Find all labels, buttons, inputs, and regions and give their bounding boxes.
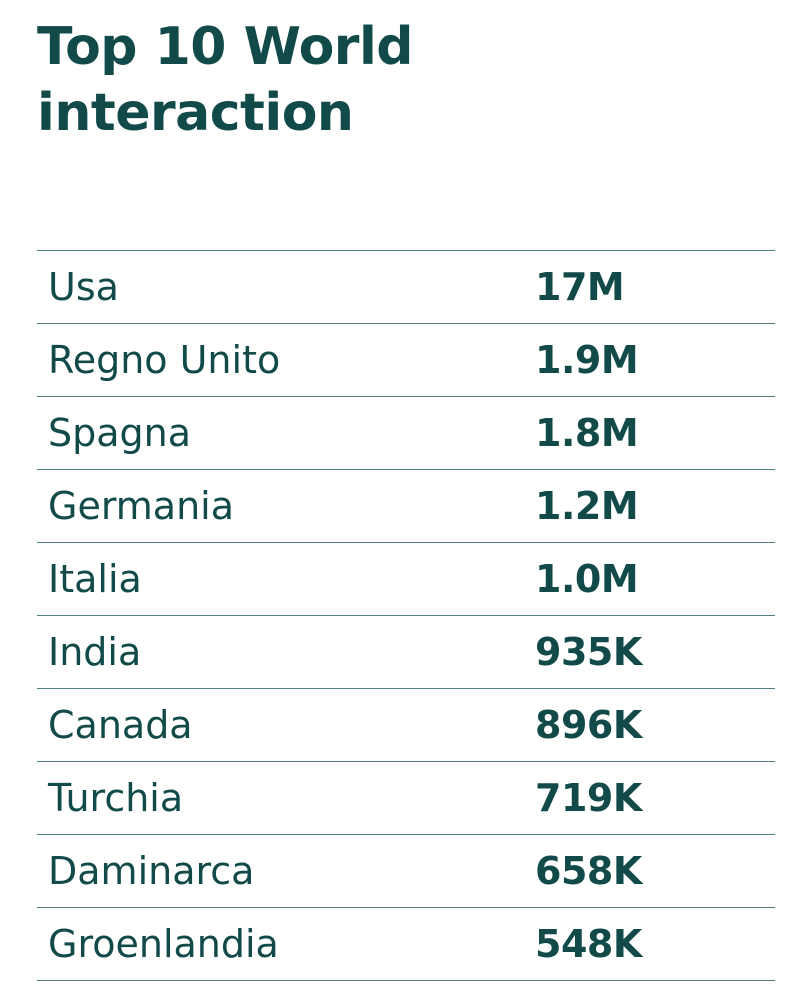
country-name: Usa	[48, 265, 119, 309]
table-row: Regno Unito 1.9M	[37, 324, 775, 397]
interaction-value: 935K	[535, 630, 642, 674]
country-name: Turchia	[48, 776, 184, 820]
table-row: Groenlandia 548K	[37, 908, 775, 981]
country-name: Spagna	[48, 411, 192, 455]
table-row: Canada 896K	[37, 689, 775, 762]
table-row: Spagna 1.8M	[37, 397, 775, 470]
title-line-1: Top 10 World	[37, 17, 414, 77]
interaction-value: 1.0M	[535, 557, 639, 601]
interaction-value: 1.9M	[535, 338, 639, 382]
interaction-value: 658K	[535, 849, 642, 893]
interaction-value: 1.8M	[535, 411, 639, 455]
interaction-value: 548K	[535, 922, 642, 966]
table-row: Daminarca 658K	[37, 835, 775, 908]
country-name: Groenlandia	[48, 922, 279, 966]
interaction-value: 17M	[535, 265, 625, 309]
interaction-value: 896K	[535, 703, 642, 747]
table-row: Turchia 719K	[37, 762, 775, 835]
interaction-value: 1.2M	[535, 484, 639, 528]
table-row: Italia 1.0M	[37, 543, 775, 616]
country-name: Canada	[48, 703, 193, 747]
page-title: Top 10 World interaction	[37, 14, 414, 146]
table-row: India 935K	[37, 616, 775, 689]
country-name: Germania	[48, 484, 235, 528]
table-row: Germania 1.2M	[37, 470, 775, 543]
interaction-value: 719K	[535, 776, 642, 820]
table-row: Usa 17M	[37, 251, 775, 324]
country-name: Italia	[48, 557, 142, 601]
country-name: Daminarca	[48, 849, 255, 893]
title-line-2: interaction	[37, 83, 354, 143]
ranking-table: Usa 17M Regno Unito 1.9M Spagna 1.8M Ger…	[37, 250, 775, 981]
country-name: India	[48, 630, 142, 674]
country-name: Regno Unito	[48, 338, 281, 382]
